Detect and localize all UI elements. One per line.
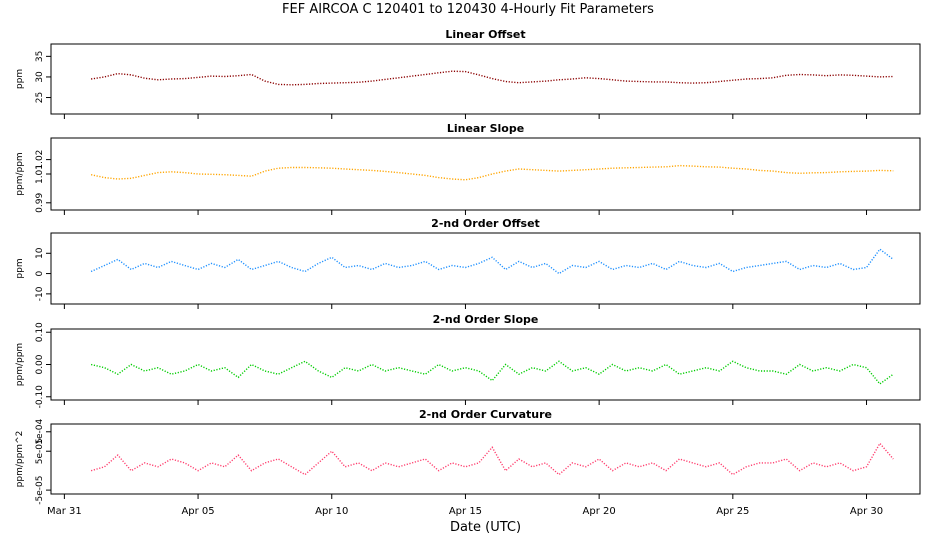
series-line bbox=[90, 164, 894, 181]
panel-title: Linear Offset bbox=[445, 28, 525, 41]
x-tick-label: Apr 10 bbox=[315, 506, 348, 517]
panel-frame bbox=[50, 328, 921, 401]
y-tick-label: 1e-04 bbox=[35, 419, 45, 445]
series-line bbox=[90, 442, 894, 476]
y-tick-label: 5e-05 bbox=[35, 438, 45, 464]
y-axis-label: ppm bbox=[15, 69, 25, 89]
y-tick-label: 10 bbox=[35, 247, 45, 259]
series-line bbox=[90, 360, 894, 385]
panel-title: 2-nd Order Offset bbox=[431, 217, 540, 230]
y-tick-label: 0.00 bbox=[35, 354, 45, 374]
x-tick-label: Apr 30 bbox=[850, 506, 883, 517]
y-tick-label: 35 bbox=[35, 51, 45, 62]
y-tick-label: -5e-05 bbox=[35, 476, 45, 505]
y-axis-label: ppm/ppm^2 bbox=[15, 431, 25, 488]
x-tick-label: Apr 05 bbox=[181, 506, 214, 517]
panel-title: Linear Slope bbox=[447, 122, 524, 135]
y-tick-label: 25 bbox=[35, 92, 45, 103]
x-tick-label: Mar 31 bbox=[47, 506, 82, 517]
x-tick-label: Apr 15 bbox=[449, 506, 482, 517]
x-axis-label: Date (UTC) bbox=[450, 520, 521, 535]
y-tick-label: 1.01 bbox=[35, 164, 45, 184]
panel-frame bbox=[50, 423, 921, 495]
x-tick-label: Apr 20 bbox=[583, 506, 616, 517]
chart-title: FEF AIRCOA C 120401 to 120430 4-Hourly F… bbox=[282, 2, 654, 17]
y-tick-label: -10 bbox=[35, 286, 45, 301]
y-tick-label: 0.10 bbox=[35, 322, 45, 342]
y-axis-label: ppm/ppm bbox=[15, 343, 25, 386]
x-tick-label: Apr 25 bbox=[716, 506, 749, 517]
y-tick-label: 1.02 bbox=[35, 150, 45, 170]
panel-title: 2-nd Order Slope bbox=[433, 313, 539, 326]
y-tick-label: 0 bbox=[35, 270, 45, 276]
series-line bbox=[90, 70, 894, 86]
y-tick-label: -0.10 bbox=[35, 385, 45, 409]
series-line bbox=[90, 248, 894, 275]
panel-frame bbox=[50, 232, 921, 305]
panel-title: 2-nd Order Curvature bbox=[419, 408, 552, 421]
y-axis-label: ppm bbox=[15, 258, 25, 278]
panel-frame bbox=[50, 137, 921, 211]
y-tick-label: 30 bbox=[35, 71, 45, 83]
panel-frame bbox=[50, 43, 921, 115]
y-tick-label: 0.99 bbox=[35, 193, 45, 213]
y-axis-label: ppm/ppm bbox=[15, 152, 25, 195]
